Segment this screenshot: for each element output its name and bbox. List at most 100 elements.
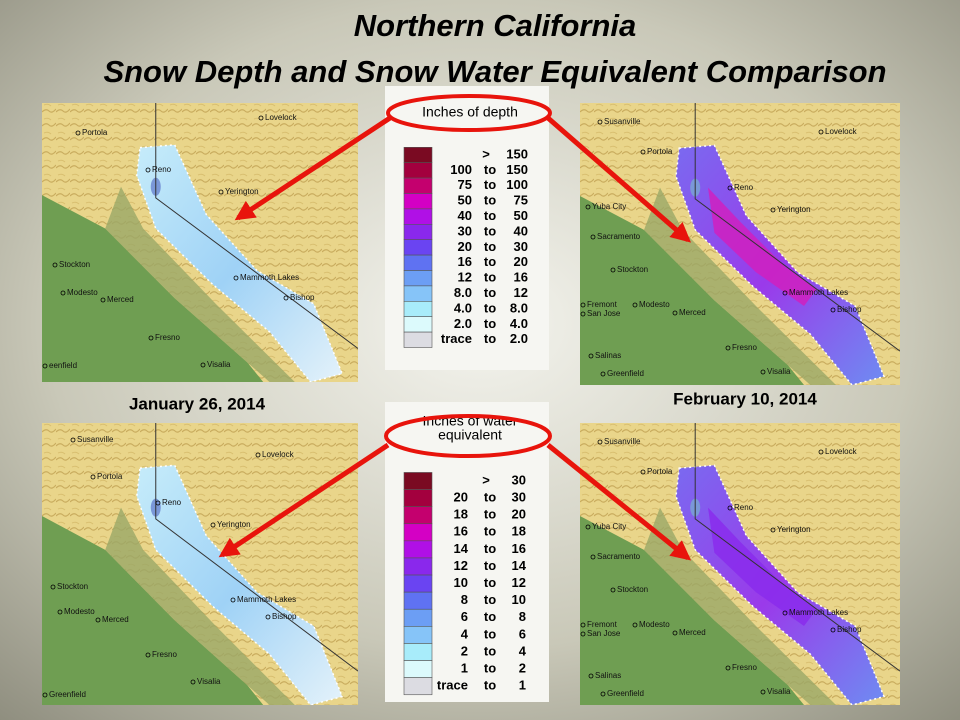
legend-to: to bbox=[484, 239, 496, 254]
legend-from: 30 bbox=[458, 223, 472, 238]
legend-to: to bbox=[484, 592, 496, 607]
legend-from: 4.0 bbox=[454, 300, 472, 315]
city-label: Mammoth Lakes bbox=[237, 595, 296, 604]
maps: Lovelock Portola Reno Yerington Stockton Mamm… bbox=[42, 103, 900, 705]
city-label: Fresno bbox=[732, 343, 757, 352]
legend-upper: 30 bbox=[512, 490, 526, 505]
legend-upper: 150 bbox=[506, 162, 528, 177]
date-label: February 10, 2014 bbox=[673, 389, 817, 408]
valley bbox=[42, 195, 264, 382]
legend-upper: 20 bbox=[512, 507, 526, 522]
city-label: Yerington bbox=[225, 187, 259, 196]
city-dot bbox=[75, 130, 81, 136]
city-label: Reno bbox=[734, 183, 754, 192]
legend-swatch bbox=[403, 285, 433, 302]
legend-upper: 14 bbox=[512, 558, 527, 573]
city-dot bbox=[588, 673, 594, 679]
snow-cover bbox=[136, 144, 344, 382]
city-label: Salinas bbox=[595, 671, 621, 680]
city-dot bbox=[672, 310, 678, 316]
city-dot bbox=[725, 345, 731, 351]
city-dot bbox=[283, 295, 289, 301]
city-label: Fremont bbox=[587, 300, 618, 309]
city-dot bbox=[725, 665, 731, 671]
city-label: Visalia bbox=[767, 367, 791, 376]
legend-from: 8 bbox=[461, 592, 468, 607]
city-label: Fremont bbox=[587, 620, 618, 629]
city-label: Lovelock bbox=[262, 450, 295, 459]
legend-from: 20 bbox=[458, 239, 472, 254]
city-dot bbox=[580, 631, 586, 637]
legend-upper: 4 bbox=[519, 643, 527, 658]
city-label: Visalia bbox=[207, 360, 231, 369]
legend-swatch bbox=[403, 254, 433, 271]
city-dot bbox=[588, 353, 594, 359]
city-label: Merced bbox=[679, 628, 706, 637]
city-label: Salinas bbox=[595, 351, 621, 360]
legend-from: 20 bbox=[454, 490, 468, 505]
legend-swatch bbox=[403, 643, 433, 661]
map: Susanville Lovelock Portola Reno Yuba City Ye… bbox=[580, 423, 900, 705]
map-body: Lovelock Portola Reno Yerington Stockton Mamm… bbox=[42, 103, 358, 382]
arrow bbox=[546, 443, 692, 561]
city-dot bbox=[770, 527, 776, 533]
legend-upper: 1 bbox=[519, 678, 526, 693]
city-label: Fresno bbox=[155, 333, 180, 342]
city-dot bbox=[50, 584, 56, 590]
legend-symbol: > bbox=[482, 146, 490, 161]
legend-to: to bbox=[484, 609, 496, 624]
legend-to: to bbox=[484, 490, 496, 505]
legend-to: to bbox=[484, 331, 496, 346]
legend-swatch bbox=[403, 626, 433, 644]
arrow bbox=[546, 116, 692, 243]
legend-from: 75 bbox=[458, 177, 472, 192]
city-label: Yuba City bbox=[592, 202, 626, 211]
state-line bbox=[694, 103, 900, 352]
city-dot bbox=[230, 597, 236, 603]
legend-from: trace bbox=[441, 331, 472, 346]
city-dot bbox=[42, 692, 48, 698]
legend-upper: 18 bbox=[512, 524, 526, 539]
city-label: Modesto bbox=[639, 620, 670, 629]
valley bbox=[580, 516, 804, 705]
legend-swatch bbox=[403, 540, 433, 559]
state-line bbox=[155, 103, 358, 349]
city-dot bbox=[597, 439, 603, 445]
legend-swatch bbox=[403, 331, 433, 348]
city-label: Modesto bbox=[639, 300, 670, 309]
city-dot bbox=[148, 335, 154, 341]
city-dot bbox=[100, 297, 106, 303]
city-label: Merced bbox=[679, 308, 706, 317]
city-label: Yerington bbox=[777, 205, 811, 214]
legend-from: 12 bbox=[454, 558, 468, 573]
city-dot bbox=[580, 622, 586, 628]
legend-from: 14 bbox=[454, 541, 469, 556]
city-dot bbox=[727, 185, 733, 191]
arrow bbox=[218, 442, 390, 558]
legend-to: to bbox=[484, 524, 496, 539]
deep-snow bbox=[708, 507, 817, 627]
state-line bbox=[155, 423, 358, 672]
foothills bbox=[105, 186, 295, 382]
legend-to: to bbox=[484, 177, 496, 192]
legend-from: 1 bbox=[461, 661, 468, 676]
city-label: Fresno bbox=[732, 663, 757, 672]
city-dot bbox=[210, 522, 216, 528]
city-dot bbox=[610, 587, 616, 593]
map: Lovelock Portola Reno Yerington Stockton Mamm… bbox=[42, 103, 358, 382]
city-label: Merced bbox=[102, 615, 129, 624]
legend-swatch bbox=[403, 591, 433, 610]
city-dot bbox=[258, 115, 264, 121]
city-label: San Jose bbox=[587, 629, 621, 638]
city-label: Yerington bbox=[777, 525, 811, 534]
city-label: Susanville bbox=[604, 117, 641, 126]
legend-to: to bbox=[484, 285, 496, 300]
city-dot bbox=[42, 363, 48, 369]
foothills bbox=[105, 507, 295, 705]
city-dot bbox=[585, 524, 591, 530]
legend-upper: 16 bbox=[514, 270, 528, 285]
city-dot bbox=[57, 609, 63, 615]
legend-from: 40 bbox=[458, 208, 472, 223]
city-dot bbox=[640, 149, 646, 155]
